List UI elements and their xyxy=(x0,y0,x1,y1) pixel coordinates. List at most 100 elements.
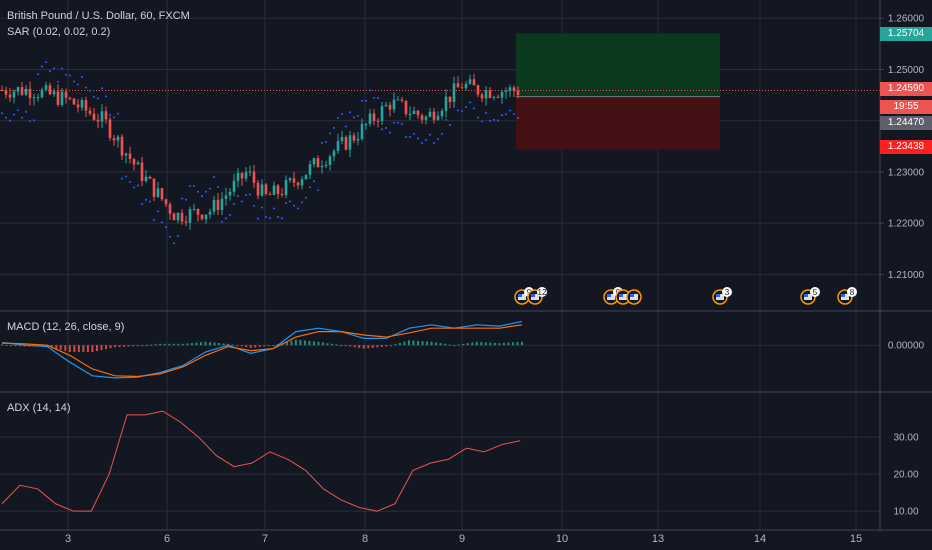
candle[interactable] xyxy=(112,135,116,146)
candle[interactable] xyxy=(272,181,276,196)
candle[interactable] xyxy=(476,84,480,97)
candle[interactable] xyxy=(404,100,408,117)
candle[interactable] xyxy=(108,116,112,141)
candle[interactable] xyxy=(164,198,168,207)
macd-legend[interactable]: MACD (12, 26, close, 9) xyxy=(7,321,125,333)
stop-loss-zone[interactable] xyxy=(516,96,720,150)
symbol-title[interactable]: British Pound / U.S. Dollar, 60, FXCM xyxy=(7,10,190,22)
event-marker[interactable]: 3 xyxy=(712,287,732,305)
candle[interactable] xyxy=(244,167,248,182)
candle[interactable] xyxy=(288,176,292,183)
candle[interactable] xyxy=(320,160,324,174)
candle[interactable] xyxy=(204,214,208,224)
candle[interactable] xyxy=(440,108,444,120)
candle[interactable] xyxy=(216,193,220,216)
candle[interactable] xyxy=(228,187,232,201)
candle[interactable] xyxy=(264,183,268,196)
candle[interactable] xyxy=(300,176,304,190)
candle[interactable] xyxy=(64,88,68,104)
candle[interactable] xyxy=(92,107,96,121)
candle[interactable] xyxy=(344,135,348,151)
candle[interactable] xyxy=(360,118,364,142)
price-pane[interactable] xyxy=(0,33,880,245)
candle[interactable] xyxy=(260,179,264,197)
candle[interactable] xyxy=(324,160,328,169)
candle[interactable] xyxy=(180,209,184,225)
candle[interactable] xyxy=(380,102,384,126)
candle[interactable] xyxy=(284,175,288,199)
candle[interactable] xyxy=(128,146,132,164)
candle[interactable] xyxy=(408,106,412,121)
candle[interactable] xyxy=(40,87,44,99)
adx-legend[interactable]: ADX (14, 14) xyxy=(7,402,71,414)
candle[interactable] xyxy=(368,108,372,127)
candle[interactable] xyxy=(60,87,64,107)
candle[interactable] xyxy=(148,175,152,179)
candle[interactable] xyxy=(132,157,136,171)
candle[interactable] xyxy=(516,86,520,99)
candle[interactable] xyxy=(304,174,308,180)
candle[interactable] xyxy=(172,212,176,221)
candle[interactable] xyxy=(224,187,228,206)
candle[interactable] xyxy=(76,99,80,113)
candle[interactable] xyxy=(436,111,440,121)
candle[interactable] xyxy=(256,179,260,200)
candle[interactable] xyxy=(36,93,40,102)
candle[interactable] xyxy=(120,133,124,161)
candle[interactable] xyxy=(176,212,180,224)
candle[interactable] xyxy=(412,106,416,115)
candle[interactable] xyxy=(392,92,396,113)
candle[interactable] xyxy=(480,92,484,103)
candle[interactable] xyxy=(312,157,316,168)
candle[interactable] xyxy=(352,132,356,143)
event-marker[interactable]: 5 xyxy=(800,287,820,305)
candle[interactable] xyxy=(232,173,236,196)
candle[interactable] xyxy=(492,95,496,101)
candle[interactable] xyxy=(372,109,376,126)
candle[interactable] xyxy=(416,109,420,120)
candle[interactable] xyxy=(32,93,36,106)
candle[interactable] xyxy=(512,85,516,98)
candle[interactable] xyxy=(168,201,172,220)
candle[interactable] xyxy=(296,181,300,190)
candle[interactable] xyxy=(340,130,344,145)
candle[interactable] xyxy=(48,82,52,96)
candle[interactable] xyxy=(484,85,488,106)
candle[interactable] xyxy=(160,187,164,202)
candle[interactable] xyxy=(0,85,4,92)
candle[interactable] xyxy=(332,149,336,162)
event-marker[interactable] xyxy=(626,289,642,305)
event-marker[interactable]: 9 xyxy=(514,287,534,305)
candle[interactable] xyxy=(472,73,476,86)
candle[interactable] xyxy=(424,115,428,125)
candle[interactable] xyxy=(500,89,504,104)
candle[interactable] xyxy=(496,94,500,99)
candle[interactable] xyxy=(280,188,284,198)
candle[interactable] xyxy=(376,117,380,128)
candle[interactable] xyxy=(24,85,28,97)
candle[interactable] xyxy=(268,191,272,196)
candle[interactable] xyxy=(44,81,48,92)
candle[interactable] xyxy=(16,86,20,96)
candle[interactable] xyxy=(192,204,196,212)
candle[interactable] xyxy=(188,206,192,230)
candle[interactable] xyxy=(444,89,448,118)
candle[interactable] xyxy=(420,113,424,124)
candle[interactable] xyxy=(184,215,188,227)
candle[interactable] xyxy=(208,208,212,219)
candle[interactable] xyxy=(448,96,452,109)
candle[interactable] xyxy=(72,97,76,105)
candle[interactable] xyxy=(248,165,252,176)
candle[interactable] xyxy=(96,113,100,129)
candle[interactable] xyxy=(504,87,508,99)
candle[interactable] xyxy=(308,160,312,179)
candle[interactable] xyxy=(12,89,16,104)
candle[interactable] xyxy=(428,107,432,118)
candle[interactable] xyxy=(212,196,216,215)
candle[interactable] xyxy=(460,82,464,89)
candle[interactable] xyxy=(384,101,388,107)
candle[interactable] xyxy=(316,155,320,168)
candle[interactable] xyxy=(508,84,512,97)
candle[interactable] xyxy=(220,191,224,216)
